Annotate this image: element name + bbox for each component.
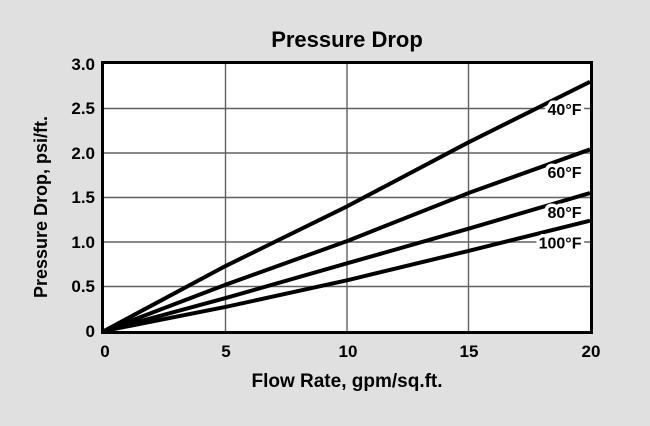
series-line-2 bbox=[104, 191, 590, 331]
series-line-0 bbox=[104, 80, 590, 331]
x-axis-title: Flow Rate, gpm/sq.ft. bbox=[251, 371, 443, 392]
x-tick-label: 0 bbox=[100, 342, 110, 361]
x-tick-label: 15 bbox=[459, 342, 479, 361]
series-label-1: 60°F bbox=[548, 165, 582, 182]
y-tick-label: 1.5 bbox=[71, 188, 95, 207]
series-label-2: 80°F bbox=[548, 205, 582, 222]
y-tick-label: 2.0 bbox=[71, 144, 95, 163]
plot-area: 40°F 60°F 80°F 100°F bbox=[101, 61, 593, 334]
x-tick-label: 10 bbox=[338, 342, 358, 361]
plot-svg: 40°F 60°F 80°F 100°F bbox=[104, 64, 590, 331]
y-tick-label: 2.5 bbox=[71, 99, 95, 118]
y-tick-label: 0.5 bbox=[71, 277, 95, 296]
series-label-0: 40°F bbox=[548, 102, 582, 119]
chart-title: Pressure Drop bbox=[271, 27, 423, 52]
series-label-3: 100°F bbox=[539, 235, 582, 252]
series-line-3 bbox=[104, 218, 590, 331]
y-tick-label: 0 bbox=[85, 322, 95, 341]
x-tick-label: 5 bbox=[221, 342, 231, 361]
x-tick-label: 20 bbox=[581, 342, 601, 361]
y-tick-label: 3.0 bbox=[71, 55, 95, 74]
y-tick-label: 1.0 bbox=[71, 233, 95, 252]
series-line-1 bbox=[104, 147, 590, 331]
